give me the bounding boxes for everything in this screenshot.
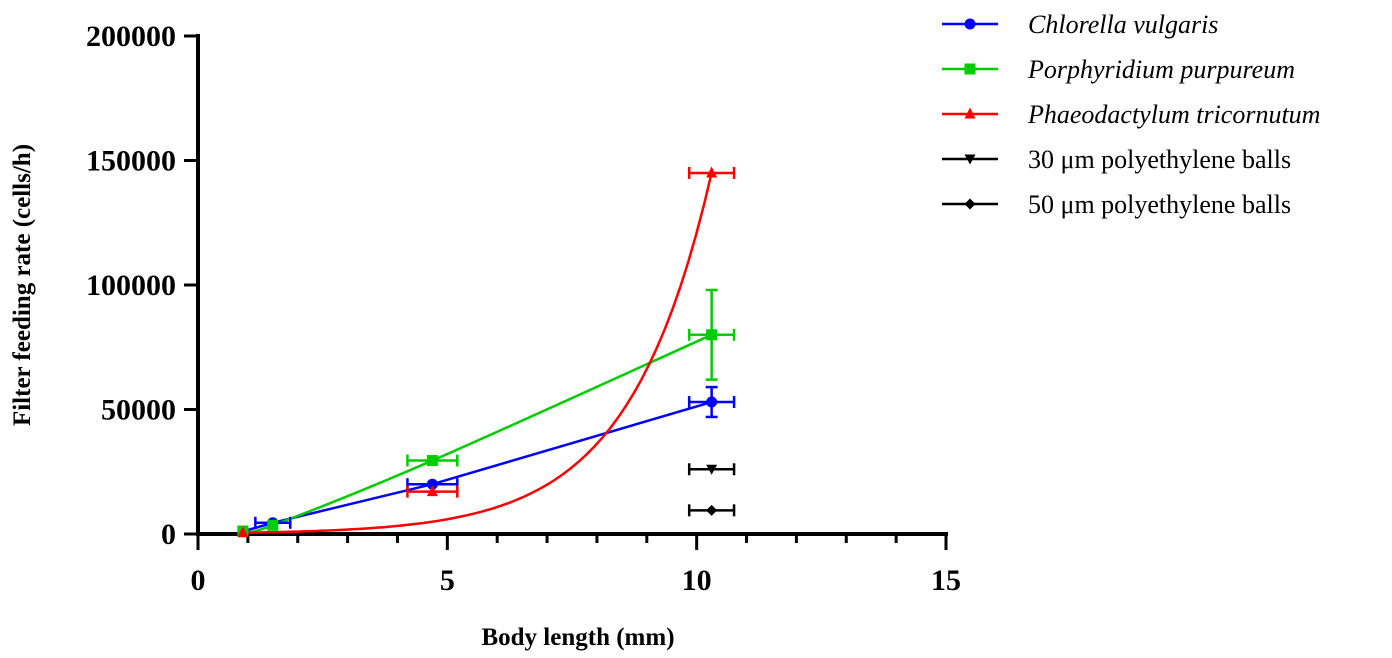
data-point	[426, 485, 438, 497]
x-axis-title: Body length (mm)	[481, 624, 674, 651]
legend-marker	[964, 154, 976, 165]
y-tick-label: 50000	[101, 394, 176, 427]
legend-item: Porphyridium purpureum	[942, 55, 1295, 84]
data-point	[267, 519, 279, 531]
series-line	[242, 333, 713, 534]
series-line	[242, 172, 713, 535]
legend: Chlorella vulgaris Porphyridium purpureum…	[942, 10, 1320, 219]
data-point	[237, 526, 249, 538]
legend-item: 30 μm polyethylene balls	[942, 145, 1291, 174]
legend-label: Chlorella vulgaris	[1028, 10, 1218, 39]
y-tick-label: 200000	[86, 20, 176, 53]
y-axis-ticks: 0 50000 100000 150000 200000	[86, 20, 198, 551]
x-tick-label: 15	[931, 564, 961, 597]
x-tick-label: 10	[682, 564, 712, 597]
y-tick-label: 150000	[86, 145, 176, 178]
legend-label: Phaeodactylum tricornutum	[1027, 100, 1320, 129]
legend-item: 50 μm polyethylene balls	[942, 190, 1291, 219]
data-markers	[237, 166, 718, 538]
y-tick-label: 100000	[86, 269, 176, 302]
y-tick-label: 0	[161, 518, 176, 551]
data-point	[706, 464, 718, 475]
plot-area: 0 5 10 15 0 50000 100000 150000 200000	[86, 20, 961, 597]
x-axis-ticks: 0 5 10 15	[191, 534, 961, 597]
data-point	[706, 504, 718, 516]
legend-marker	[964, 18, 976, 30]
legend-marker	[964, 63, 976, 75]
x-tick-label: 5	[440, 564, 455, 597]
data-point	[706, 396, 718, 408]
y-axis-title: Filter feeding rate (cells/h)	[9, 144, 36, 426]
error-bars	[254, 166, 736, 529]
series-line	[242, 400, 712, 533]
legend-marker	[964, 198, 976, 210]
legend-label: 30 μm polyethylene balls	[1028, 145, 1291, 174]
data-point	[426, 478, 438, 490]
legend-label: 50 μm polyethylene balls	[1028, 190, 1291, 219]
data-point	[426, 455, 438, 467]
data-point	[706, 329, 718, 341]
x-tick-label: 0	[191, 564, 206, 597]
legend-item: Chlorella vulgaris	[942, 10, 1218, 39]
data-point	[706, 166, 718, 178]
legend-label: Porphyridium purpureum	[1027, 55, 1295, 84]
legend-marker	[964, 107, 976, 119]
fit-curves	[242, 172, 713, 535]
legend-item: Phaeodactylum tricornutum	[942, 100, 1320, 129]
